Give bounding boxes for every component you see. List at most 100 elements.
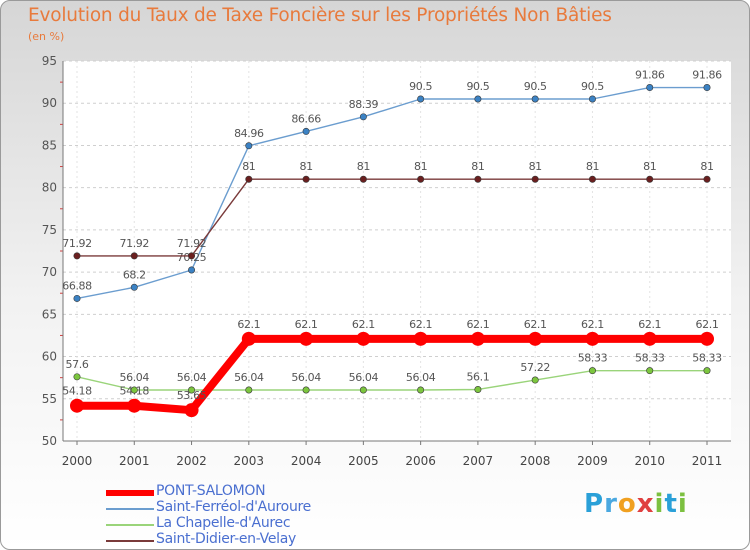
data-label: 81 <box>471 160 484 173</box>
data-label: 62.1 <box>696 318 719 331</box>
data-label: 56.04 <box>291 371 321 384</box>
data-label: 53.65 <box>177 389 207 402</box>
data-label: 58.33 <box>578 352 608 365</box>
data-label: 62.1 <box>581 318 604 331</box>
data-label: 81 <box>700 160 713 173</box>
series-3: 71.92 71.92 71.92 81 81 81 81 81 81 81 81 81 <box>62 160 714 260</box>
data-point <box>588 367 596 375</box>
data-label: 71.92 <box>177 237 207 250</box>
data-point <box>70 398 84 413</box>
legend-item: Saint-Ferréol-d'Auroure <box>106 499 406 517</box>
data-label: 90.5 <box>581 80 604 93</box>
data-label: 66.88 <box>62 279 92 292</box>
x-tick-label: 2000 <box>62 454 93 468</box>
y-tick-label: 95 <box>42 54 57 68</box>
data-label: 62.1 <box>409 318 432 331</box>
x-tick-label: 2002 <box>176 454 207 468</box>
data-point <box>188 252 196 260</box>
data-point <box>73 294 81 302</box>
y-tick-label: 80 <box>42 181 57 195</box>
data-label: 57.6 <box>66 358 89 371</box>
legend-swatch <box>106 490 154 496</box>
data-label: 81 <box>643 160 656 173</box>
data-label: 81 <box>586 160 599 173</box>
data-label: 91.86 <box>635 69 665 82</box>
data-point <box>646 84 654 92</box>
chart-unit-label: (en %) <box>28 30 65 43</box>
data-point <box>359 175 367 183</box>
legend-item: La Chapelle-d'Aurec <box>106 515 406 533</box>
data-label: 62.1 <box>237 318 260 331</box>
x-tick-label: 2003 <box>234 454 265 468</box>
chart-legend: PONT-SALOMON Saint-Ferréol-d'Auroure La Ch… <box>106 483 406 549</box>
legend-label: La Chapelle-d'Aurec <box>156 515 291 531</box>
data-label: 62.1 <box>352 318 375 331</box>
series-line <box>76 178 708 257</box>
data-label: 56.04 <box>349 371 379 384</box>
data-label: 90.5 <box>466 80 489 93</box>
data-point <box>642 331 657 346</box>
data-label: 81 <box>529 160 542 173</box>
data-point <box>356 331 371 346</box>
data-label: 56.04 <box>177 371 207 384</box>
x-tick-label: 2004 <box>291 454 322 468</box>
legend-label: Saint-Ferréol-d'Auroure <box>156 499 311 515</box>
data-label: 56.1 <box>466 370 489 383</box>
data-label: 86.66 <box>291 112 321 125</box>
plot-area <box>63 61 731 441</box>
y-tick-label: 90 <box>42 96 57 110</box>
data-point <box>130 283 138 291</box>
data-point <box>130 386 138 394</box>
data-point <box>245 386 253 394</box>
legend-item: PONT-SALOMON <box>106 483 406 501</box>
data-point <box>299 331 314 346</box>
data-label: 71.92 <box>62 237 92 250</box>
y-tick-label: 55 <box>42 392 57 406</box>
data-point <box>245 142 253 150</box>
data-label: 62.1 <box>466 318 489 331</box>
data-point <box>73 373 81 381</box>
data-point <box>703 175 711 183</box>
data-point <box>585 331 600 346</box>
data-point <box>703 84 711 92</box>
data-point <box>531 95 539 103</box>
data-point <box>302 175 310 183</box>
x-tick-label: 2006 <box>405 454 436 468</box>
data-point <box>413 331 428 346</box>
series-line <box>76 86 708 300</box>
logo-letter: t <box>664 489 678 519</box>
legend-swatch <box>106 524 154 526</box>
data-label: 81 <box>357 160 370 173</box>
data-label: 56.04 <box>120 371 150 384</box>
legend-item: Saint-Didier-en-Velay <box>106 531 406 549</box>
data-point <box>302 127 310 135</box>
data-label: 57.22 <box>520 361 550 374</box>
legend-label: Saint-Didier-en-Velay <box>156 531 297 547</box>
data-point <box>417 95 425 103</box>
data-label: 84.96 <box>234 127 264 140</box>
data-point <box>241 331 256 346</box>
data-label: 91.86 <box>692 69 722 82</box>
data-label: 81 <box>414 160 427 173</box>
y-tick-label: 60 <box>42 350 57 364</box>
x-tick-label: 2007 <box>463 454 494 468</box>
y-tick-label: 65 <box>42 307 57 321</box>
legend-swatch <box>106 508 154 510</box>
data-label: 81 <box>242 160 255 173</box>
data-point <box>188 266 196 274</box>
data-point <box>588 95 596 103</box>
data-point <box>73 252 81 260</box>
data-point <box>528 331 543 346</box>
data-label: 81 <box>299 160 312 173</box>
data-label: 56.04 <box>406 371 436 384</box>
data-point <box>359 113 367 121</box>
y-tick-label: 85 <box>42 138 57 152</box>
data-point <box>130 252 138 260</box>
series-2: 57.6 56.04 56.04 56.04 56.04 56.04 56.04 56.1 57… <box>66 352 723 394</box>
data-point <box>703 367 711 375</box>
data-label: 56.04 <box>234 371 264 384</box>
data-point <box>474 95 482 103</box>
data-label: 54.18 <box>120 385 150 398</box>
proxiti-logo: Proxiti <box>584 489 688 519</box>
